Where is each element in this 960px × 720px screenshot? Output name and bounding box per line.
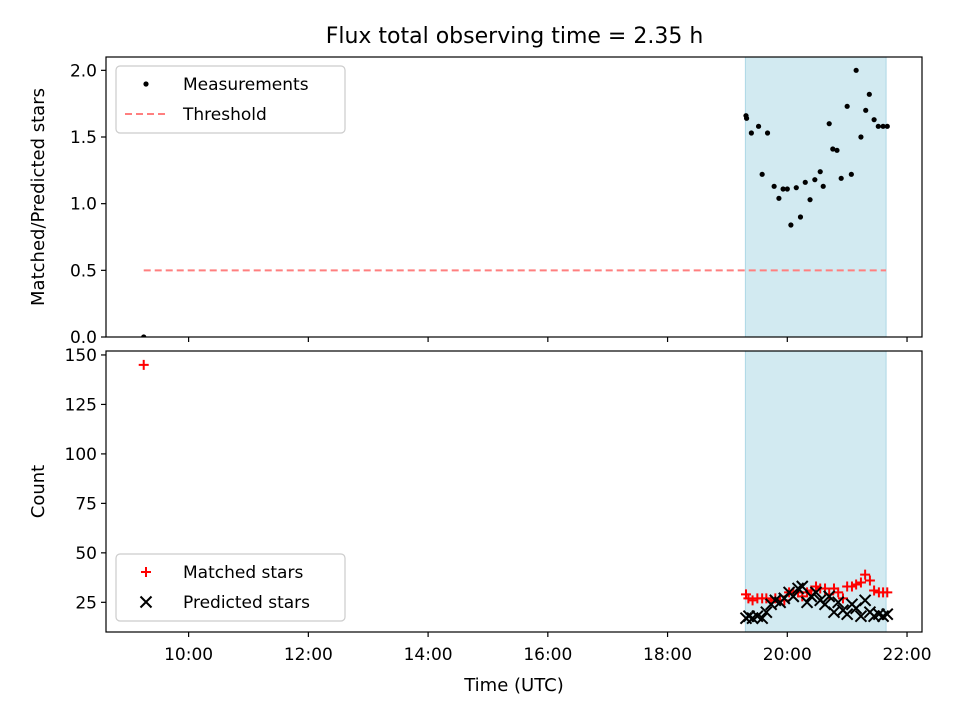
y-tick-label: 1.0 — [70, 195, 97, 215]
measurement-point — [853, 67, 859, 73]
matched-star-point — [860, 569, 871, 580]
measurement-point — [871, 117, 877, 123]
measurement-point — [817, 169, 823, 175]
measurement-point — [826, 121, 832, 127]
measurement-point — [858, 134, 864, 140]
legend: Matched stars Predicted stars — [115, 553, 346, 622]
y-tick-label: 125 — [65, 395, 97, 415]
legend-box — [115, 65, 346, 134]
legend-label: Threshold — [182, 105, 267, 125]
y-tick-label: 150 — [65, 346, 97, 366]
measurement-point — [755, 123, 762, 129]
predicted-star-point — [840, 607, 854, 621]
measurement-point — [764, 130, 771, 136]
plot-area — [138, 359, 894, 625]
matched-star-point — [833, 587, 844, 598]
measurement-point — [863, 107, 869, 113]
measurement-point — [748, 130, 754, 136]
matched-star-point — [851, 579, 862, 590]
x-axis-label: Time (UTC) — [463, 675, 564, 696]
matched-star-point — [138, 359, 149, 370]
measurement-point — [820, 183, 826, 189]
predicted-star-point — [755, 611, 769, 625]
x-tick-label: 16:00 — [523, 645, 572, 665]
legend-label: Measurements — [183, 75, 309, 95]
measurement-point — [797, 214, 804, 220]
measurement-point — [834, 147, 840, 153]
matched-star-point — [855, 577, 866, 588]
matched-star-point — [882, 587, 893, 598]
predicted-star-point — [800, 596, 814, 609]
legend-marker-matched — [141, 567, 151, 577]
measurement-point — [875, 123, 881, 129]
measurement-point — [880, 123, 886, 129]
measurement-point — [784, 186, 790, 192]
legend: Measurements Threshold — [115, 65, 346, 134]
matched-star-point — [864, 575, 875, 586]
measurement-point — [838, 175, 844, 181]
measurement-point — [884, 123, 890, 129]
measurement-point — [141, 334, 147, 337]
measurement-point — [812, 177, 818, 183]
y-tick-label: 1.5 — [70, 128, 97, 148]
figure-title: Flux total observing time = 2.35 h — [326, 24, 704, 49]
predicted-star-point — [858, 594, 872, 607]
x-tick-label: 10:00 — [164, 645, 213, 665]
y-tick-label: 50 — [75, 544, 97, 564]
y-tick-label: 25 — [75, 593, 97, 613]
measurement-point — [776, 195, 782, 201]
top-panel: 0.0 0.5 1.0 1.5 2.0 Matched/Predicted stars Me… — [28, 56, 923, 348]
axes-frame — [105, 56, 923, 338]
predicted-star-point — [787, 590, 800, 603]
measurement-point — [788, 222, 794, 228]
measurement-point — [848, 171, 854, 177]
measurement-point — [771, 183, 777, 189]
predicted-star-point — [822, 590, 836, 603]
legend-label: Matched stars — [183, 563, 303, 583]
legend-marker-measurements — [143, 81, 149, 87]
observing-window-shade — [744, 56, 887, 338]
y-tick-label: 2.0 — [70, 61, 97, 81]
matched-star-point — [747, 595, 758, 606]
legend-box — [115, 553, 346, 622]
y-tick-label: 75 — [75, 494, 97, 514]
measurement-point — [807, 197, 813, 203]
measurement-point — [866, 91, 872, 97]
predicted-star-point — [809, 586, 823, 599]
measurement-point — [743, 115, 750, 121]
y-axis-label: Count — [28, 465, 49, 518]
predicted-star-point — [881, 607, 894, 621]
x-tick-label: 14:00 — [404, 645, 453, 665]
matched-star-point — [869, 585, 880, 596]
measurement-point — [802, 179, 808, 185]
bottom-panel: 25 50 75 100 125 150 10:00 12:00 14:00 16:00 18:00… — [28, 346, 932, 696]
measurement-point — [793, 185, 799, 191]
axes-frame — [105, 350, 923, 633]
predicted-star-point — [854, 609, 868, 623]
measurement-point — [759, 171, 765, 177]
measurement-point — [830, 146, 836, 152]
x-tick-label: 20:00 — [763, 645, 812, 665]
x-tick-label: 22:00 — [883, 645, 932, 665]
x-tick-label: 12:00 — [284, 645, 333, 665]
predicted-star-point — [760, 606, 773, 619]
y-axis-label: Matched/Predicted stars — [28, 88, 49, 306]
legend-label: Predicted stars — [183, 593, 310, 613]
y-tick-label: 0.5 — [70, 261, 97, 281]
predicted-star-point — [831, 596, 845, 609]
y-tick-label: 100 — [65, 445, 97, 465]
plot-area — [141, 67, 890, 337]
measurement-point — [844, 103, 850, 109]
x-tick-label: 18:00 — [643, 645, 692, 665]
predicted-star-point — [796, 580, 809, 593]
legend-marker-predicted — [139, 595, 153, 609]
y-tick-label: 0.0 — [70, 328, 97, 348]
measurement-point — [780, 186, 786, 192]
